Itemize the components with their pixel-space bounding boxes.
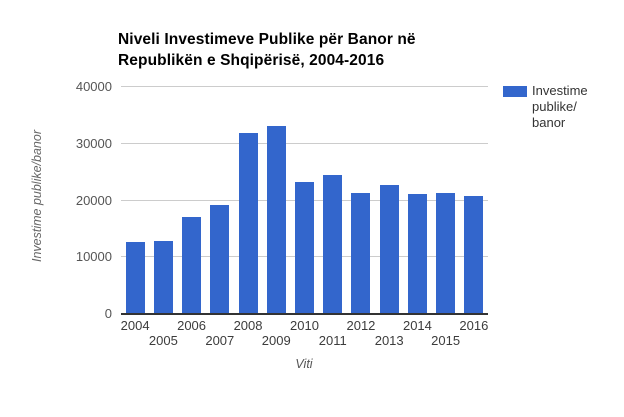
x-tick-label-2006: 2006 — [177, 318, 207, 333]
x-tick-label-2007: 2007 — [205, 333, 235, 348]
bar-2004[interactable] — [125, 242, 145, 313]
bar-2016[interactable] — [464, 196, 484, 313]
x-tick-label-2013: 2013 — [374, 333, 404, 348]
x-tick-label-2009: 2009 — [261, 333, 291, 348]
bar-2013[interactable] — [379, 184, 399, 313]
x-tick-label-2010: 2010 — [290, 318, 319, 333]
plot-area — [121, 86, 488, 315]
y-tick-label-30000: 30000 — [75, 135, 112, 151]
bar-2006[interactable] — [182, 216, 202, 313]
bar-2008[interactable] — [238, 133, 258, 313]
x-tick-label-2014: 2014 — [402, 318, 432, 333]
y-tick-label-0: 0 — [104, 306, 112, 321]
x-tick-label-2012: 2012 — [346, 318, 376, 333]
legend-color-swatch — [503, 86, 527, 97]
x-axis-title: Viti — [295, 357, 313, 371]
bar-2014[interactable] — [407, 193, 427, 313]
chart-title-line-2: Republikën e Shqipërisë, 2004-2016 — [118, 52, 385, 69]
x-tick-label-2011: 2011 — [318, 333, 347, 348]
legend-label-line-2: publike/ — [532, 99, 577, 114]
x-tick-label-2015: 2015 — [431, 333, 461, 348]
bar-2012[interactable] — [351, 192, 371, 313]
bar-2011[interactable] — [323, 174, 343, 313]
chart-title-line-1: Niveli Investimeve Publike për Banor në — [118, 31, 416, 48]
x-tick-label-2008: 2008 — [233, 318, 263, 333]
gridline-30000 — [121, 142, 488, 144]
y-tick-label-40000: 40000 — [75, 79, 112, 94]
x-tick-label-2005: 2005 — [148, 333, 178, 348]
legend-label-line-1: Investime — [532, 83, 588, 98]
x-tick-label-2004: 2004 — [120, 318, 150, 333]
bar-2007[interactable] — [210, 205, 230, 313]
gridline-40000 — [121, 86, 488, 87]
y-tick-label-20000: 20000 — [75, 192, 112, 208]
bar-2015[interactable] — [436, 192, 456, 313]
legend-label: Investime publike/ banor — [532, 83, 588, 131]
bar-2010[interactable] — [295, 181, 314, 313]
bar-2009[interactable] — [266, 126, 286, 313]
bar-2005[interactable] — [153, 240, 173, 313]
y-tick-label-10000: 10000 — [75, 249, 112, 265]
chart-title: Niveli Investimeve Publike për Banor në … — [118, 29, 416, 71]
legend-label-line-3: banor — [532, 115, 566, 130]
x-tick-label-2016: 2016 — [459, 318, 489, 333]
